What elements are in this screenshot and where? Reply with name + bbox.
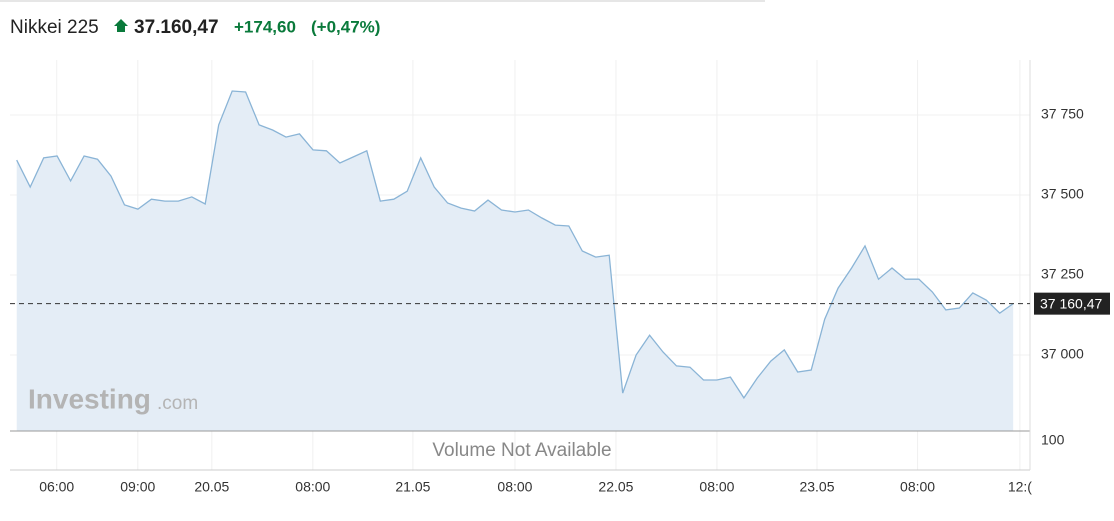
current-price-box (1034, 292, 1110, 315)
x-tick-label: 08:00 (497, 479, 532, 495)
x-tick-label: 08:00 (295, 479, 330, 495)
watermark-suffix: .com (157, 393, 198, 414)
y-tick-label: 37 500 (1041, 186, 1084, 202)
change-percent: (+0,47%) (311, 17, 380, 36)
x-tick-label: 06:00 (39, 479, 74, 495)
x-tick-label: 22.05 (598, 479, 633, 495)
x-tick-label: 21.05 (395, 479, 430, 495)
current-price-label: 37 160,47 (1040, 295, 1102, 311)
x-tick-label: 08:00 (900, 479, 935, 495)
y-tick-label: 37 250 (1041, 266, 1084, 282)
plot: 37 000 37 250 37 500 37 750 06:00 09:00 20.05 0… (10, 60, 1110, 495)
price: 37.160,47 (134, 17, 219, 38)
x-tick-label: 08:00 (699, 479, 734, 495)
change: +174,60 (234, 17, 296, 36)
up-arrow (114, 19, 128, 32)
y-tick-label: 37 750 (1041, 106, 1084, 122)
watermark-brand: Investing (28, 383, 151, 414)
volume-note: Volume Not Available (432, 440, 611, 461)
instrument-name: Nikkei 225 (10, 17, 99, 38)
x-tick-label: 12:( (1008, 479, 1032, 495)
price-line (16, 90, 1014, 400)
x-tick-label: 20.05 (194, 479, 229, 495)
y-tick-label: 37 000 (1041, 346, 1084, 362)
volume-tick: 100 (1041, 432, 1065, 448)
area (16, 91, 1014, 431)
x-tick-label: 09:00 (120, 479, 155, 495)
x-tick-label: 23.05 (799, 479, 834, 495)
